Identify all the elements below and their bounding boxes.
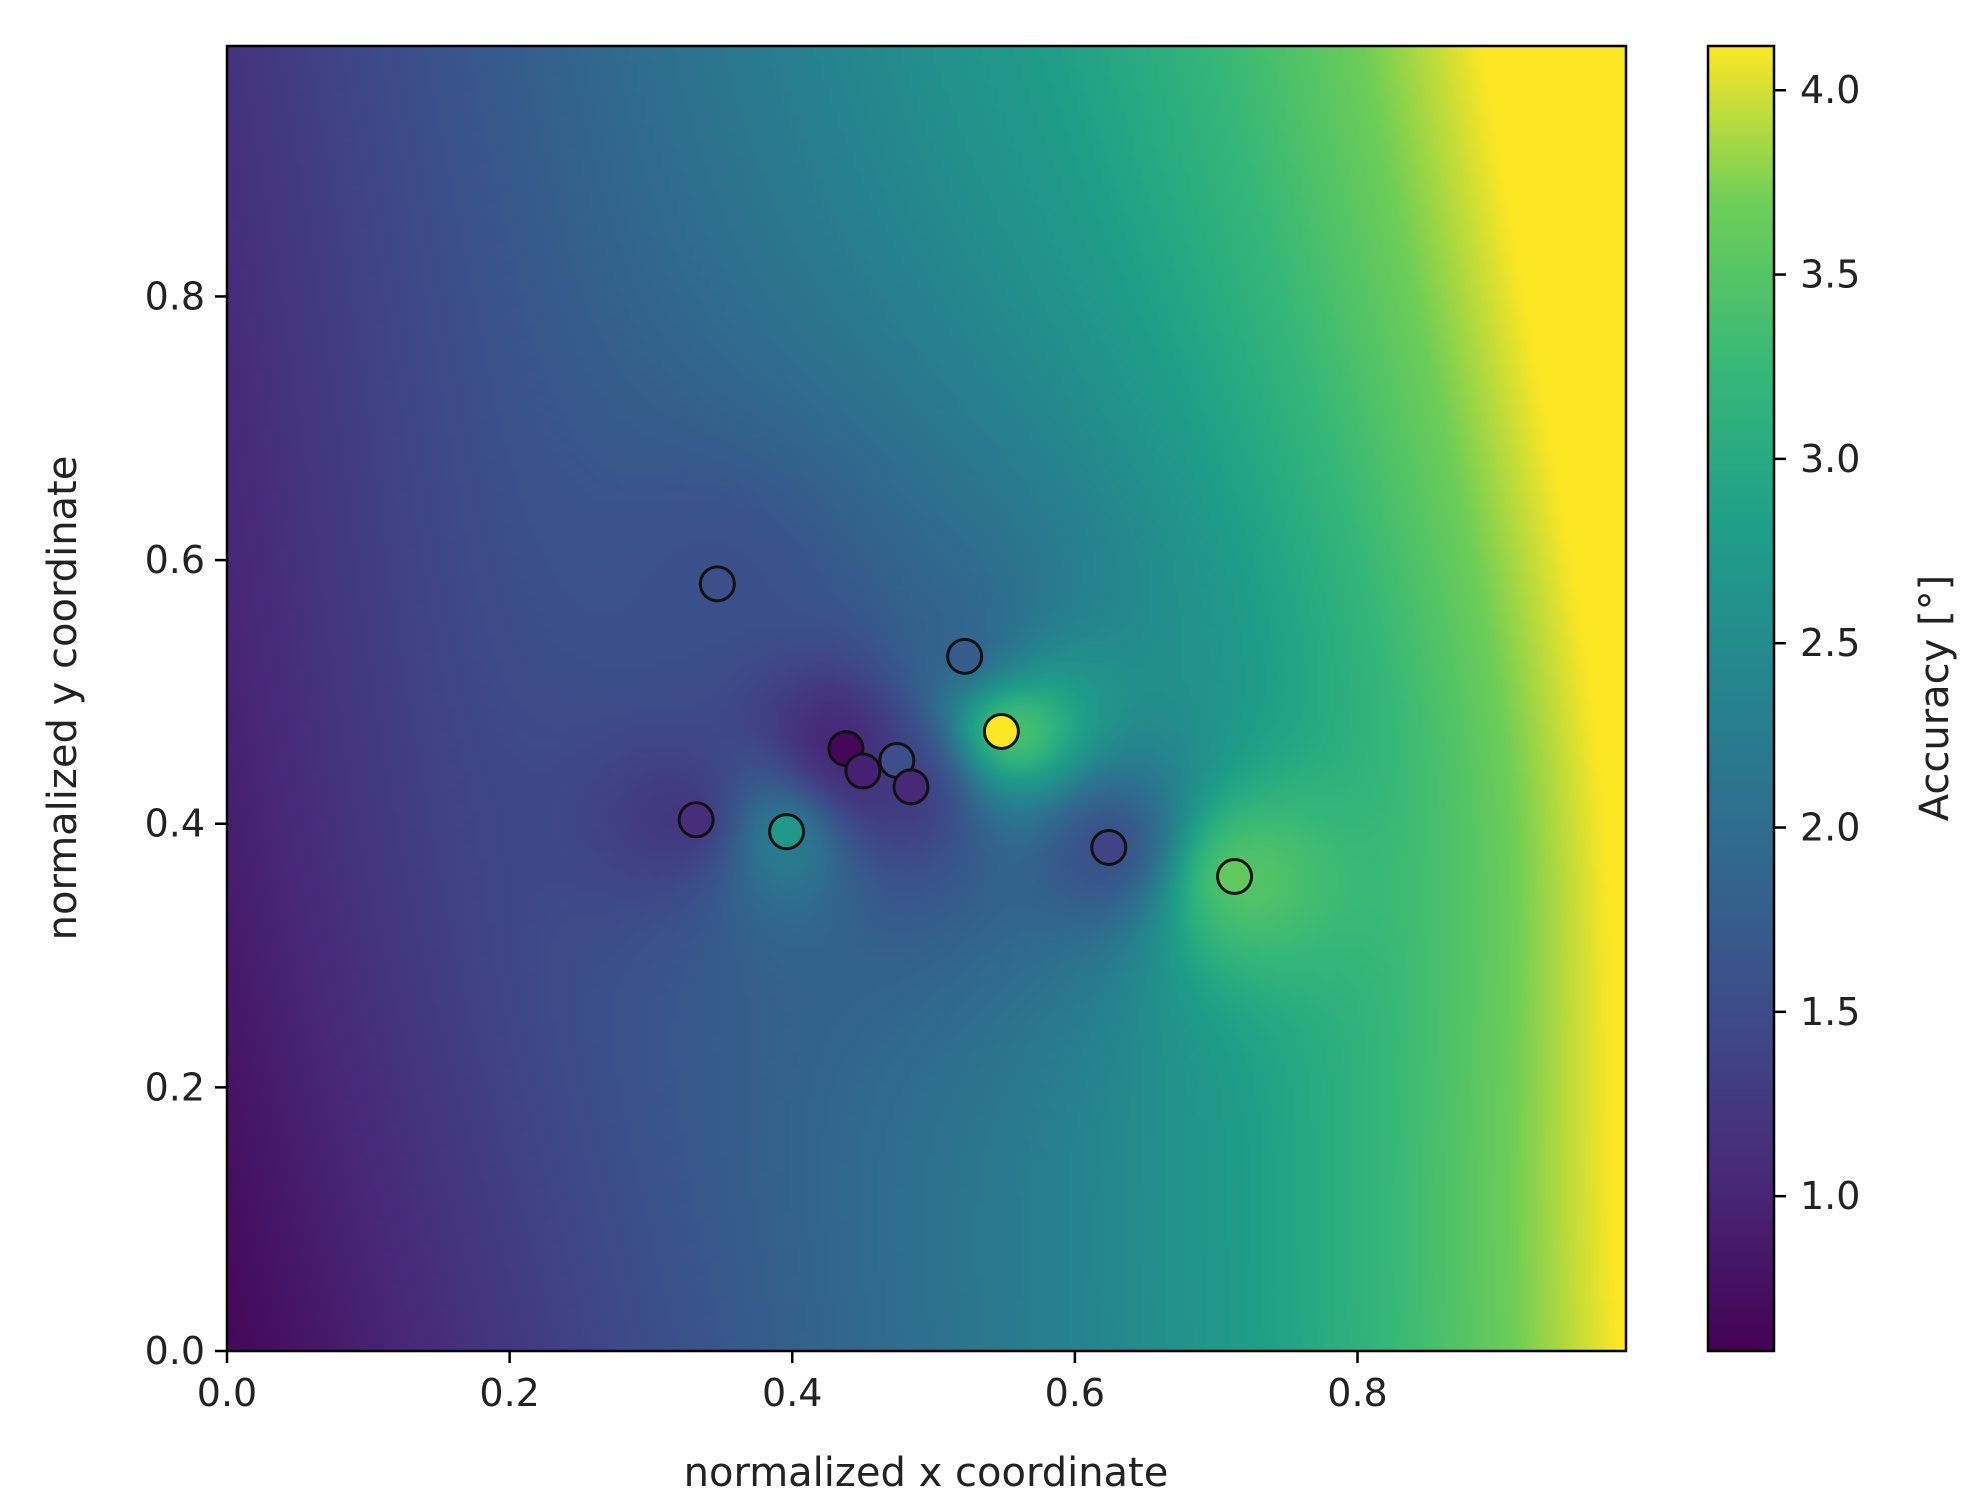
y-tick-label: 0.0 xyxy=(145,1329,205,1373)
colorbar: 1.0 1.5 2.0 2.5 3.0 3.5 4.0 Accuracy [°] xyxy=(1706,44,1958,1353)
data-point-6 xyxy=(844,752,882,790)
data-point-3 xyxy=(982,712,1020,750)
colorbar-ticks: 1.0 1.5 2.0 2.5 3.0 3.5 4.0 xyxy=(1774,68,1860,1218)
heatmap-field xyxy=(227,46,1626,1351)
data-point-11 xyxy=(1216,857,1254,895)
x-tick-label: 0.4 xyxy=(762,1371,822,1415)
colorbar-tick-label: 3.5 xyxy=(1800,253,1860,297)
colorbar-label: Accuracy [°] xyxy=(1912,575,1958,822)
x-axis-label: normalized x coordinate xyxy=(684,1450,1169,1496)
y-axis: 0.0 0.2 0.4 0.6 0.8 xyxy=(145,274,227,1373)
colorbar-tick-label: 4.0 xyxy=(1800,68,1860,112)
data-point-8 xyxy=(677,801,715,839)
data-point-1 xyxy=(698,565,736,603)
data-point-2 xyxy=(946,637,984,675)
colorbar-tick-label: 1.0 xyxy=(1800,1174,1860,1218)
colorbar-tick-label: 3.0 xyxy=(1800,437,1860,481)
y-tick-label: 0.8 xyxy=(145,274,205,318)
data-point-10 xyxy=(1090,828,1128,866)
data-point-7 xyxy=(892,768,930,806)
x-tick-label: 0.6 xyxy=(1045,1371,1105,1415)
y-tick-label: 0.4 xyxy=(145,802,205,846)
y-axis-label: normalized y coordinate xyxy=(40,456,86,941)
x-tick-label: 0.8 xyxy=(1327,1371,1387,1415)
colorbar-tick-label: 2.0 xyxy=(1800,806,1860,850)
plot-frame xyxy=(225,44,1628,1353)
y-tick-label: 0.6 xyxy=(145,538,205,582)
scatter-points xyxy=(677,565,1254,895)
colorbar-tick-label: 1.5 xyxy=(1800,990,1860,1034)
x-tick-label: 0.2 xyxy=(479,1371,539,1415)
x-tick-label: 0.0 xyxy=(197,1371,257,1415)
x-axis: 0.0 0.2 0.4 0.6 0.8 xyxy=(197,1351,1388,1415)
y-tick-label: 0.2 xyxy=(145,1065,205,1109)
colorbar-frame xyxy=(1706,44,1776,1353)
colorbar-gradient xyxy=(1708,46,1774,1351)
colorbar-tick-label: 2.5 xyxy=(1800,621,1860,665)
data-point-9 xyxy=(768,813,806,851)
